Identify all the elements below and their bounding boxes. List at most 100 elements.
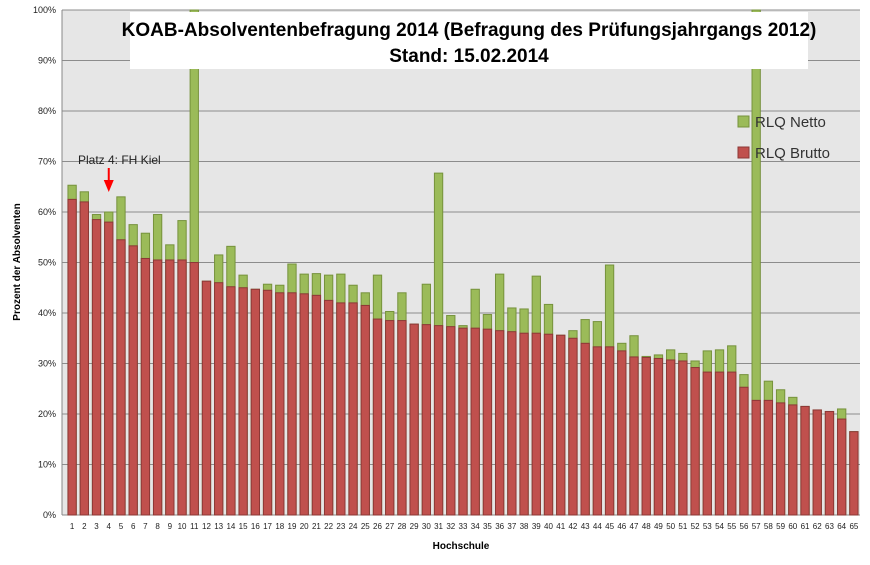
bar-brutto-37 — [507, 331, 517, 516]
y-tick-label: 50% — [38, 258, 56, 268]
bar-brutto-35 — [482, 328, 493, 516]
bar-brutto-46 — [617, 350, 627, 516]
x-tick-label: 30 — [422, 522, 431, 531]
x-tick-label: 60 — [788, 522, 797, 531]
x-tick-label: 42 — [568, 522, 577, 531]
bar-brutto-22 — [323, 299, 334, 516]
y-tick-label: 60% — [38, 207, 56, 217]
bar-brutto-57 — [751, 399, 761, 516]
x-tick-label: 39 — [532, 522, 541, 531]
x-tick-label: 25 — [361, 522, 370, 531]
x-axis-label: Hochschule — [433, 541, 490, 552]
bar-brutto-26 — [372, 318, 383, 516]
y-tick-label: 20% — [38, 409, 56, 419]
annotation-arrow — [103, 168, 114, 192]
bar-brutto-51 — [678, 360, 688, 516]
x-tick-label: 47 — [630, 522, 639, 531]
bar-brutto-55 — [727, 371, 737, 516]
bar-brutto-40 — [543, 333, 554, 516]
x-tick-label: 19 — [288, 522, 297, 531]
x-tick-label: 29 — [410, 522, 419, 531]
legend-swatch-brutto — [737, 146, 750, 159]
x-tick-label: 2 — [82, 522, 87, 531]
bar-brutto-45 — [604, 346, 615, 516]
x-tick-label: 37 — [507, 522, 516, 531]
legend-swatch-netto — [737, 115, 750, 128]
bar-brutto-9 — [165, 259, 175, 516]
x-tick-label: 49 — [654, 522, 663, 531]
bar-brutto-34 — [470, 327, 480, 516]
x-tick-label: 27 — [385, 522, 394, 531]
bar-brutto-21 — [311, 294, 322, 516]
x-tick-label: 31 — [434, 522, 443, 531]
bar-brutto-53 — [702, 371, 712, 516]
bar-brutto-63 — [824, 410, 835, 516]
bar-brutto-65 — [849, 431, 859, 516]
bar-brutto-1 — [67, 198, 77, 516]
x-tick-label: 10 — [178, 522, 187, 531]
x-tick-label: 34 — [471, 522, 480, 531]
x-tick-label: 21 — [312, 522, 321, 531]
x-tick-label: 12 — [202, 522, 211, 531]
bar-brutto-23 — [336, 302, 346, 516]
x-tick-label: 50 — [666, 522, 675, 531]
x-tick-label: 28 — [397, 522, 406, 531]
bar-brutto-16 — [250, 288, 260, 516]
x-tick-label: 58 — [764, 522, 773, 531]
x-tick-label: 33 — [459, 522, 468, 531]
chart-subtitle: Stand: 15.02.2014 — [389, 46, 549, 67]
bar-brutto-48 — [641, 356, 651, 516]
bar-brutto-7 — [140, 257, 151, 516]
bar-brutto-5 — [116, 239, 126, 516]
bar-brutto-42 — [568, 337, 578, 516]
bar-brutto-56 — [739, 386, 749, 516]
x-tick-label: 55 — [727, 522, 736, 531]
chart-title: KOAB-Absolventenbefragung 2014 (Befragun… — [122, 20, 817, 41]
x-tick-label: 59 — [776, 522, 785, 531]
x-tick-label: 5 — [119, 522, 124, 531]
bar-brutto-17 — [262, 289, 273, 516]
y-tick-label: 80% — [38, 106, 56, 116]
x-tick-label: 15 — [239, 522, 248, 531]
bar-brutto-49 — [653, 357, 664, 516]
bar-brutto-15 — [238, 287, 248, 516]
x-tick-label: 20 — [300, 522, 309, 531]
bar-brutto-19 — [287, 292, 297, 516]
x-tick-label: 40 — [544, 522, 553, 531]
y-tick-label: 90% — [38, 56, 56, 66]
x-tick-label: 7 — [143, 522, 148, 531]
bar-brutto-2 — [79, 201, 89, 516]
bar-brutto-25 — [360, 304, 370, 516]
legend-label-netto: RLQ Netto — [755, 114, 826, 131]
x-tick-label: 18 — [275, 522, 284, 531]
bar-brutto-60 — [788, 404, 798, 516]
x-tick-label: 36 — [495, 522, 504, 531]
bar-brutto-28 — [397, 320, 407, 516]
x-tick-label: 26 — [373, 522, 382, 531]
x-tick-label: 64 — [837, 522, 846, 531]
x-tick-label: 3 — [94, 522, 99, 531]
x-tick-label: 51 — [678, 522, 687, 531]
x-tick-label: 48 — [642, 522, 651, 531]
bar-brutto-12 — [201, 280, 212, 516]
bar-brutto-59 — [775, 402, 786, 516]
x-tick-label: 52 — [691, 522, 700, 531]
bar-brutto-50 — [666, 359, 676, 516]
x-tick-label: 17 — [263, 522, 272, 531]
bar-brutto-52 — [690, 367, 700, 516]
bar-brutto-29 — [409, 323, 419, 516]
x-tick-label: 4 — [107, 522, 112, 531]
y-tick-label: 0% — [43, 510, 56, 520]
bar-brutto-33 — [458, 327, 468, 516]
y-tick-label: 10% — [38, 460, 56, 470]
x-tick-label: 62 — [813, 522, 822, 531]
bar-brutto-41 — [556, 334, 566, 516]
bar-brutto-43 — [580, 342, 590, 516]
bar-brutto-32 — [446, 326, 456, 516]
bar-brutto-31 — [433, 325, 444, 516]
bar-brutto-44 — [592, 346, 603, 516]
x-tick-label: 9 — [168, 522, 173, 531]
x-tick-label: 13 — [214, 522, 223, 531]
